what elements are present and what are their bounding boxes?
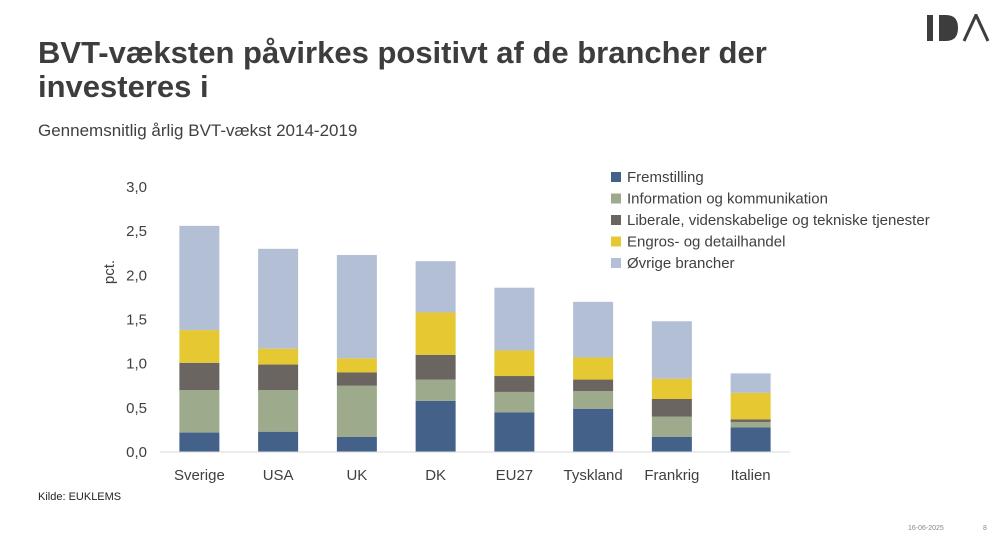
legend-swatch: [611, 172, 621, 182]
x-tick-label: DK: [425, 467, 446, 484]
x-tick-label: Italien: [731, 467, 771, 484]
bar-segment-uk-series-1: [336, 385, 377, 437]
y-axis-label: pct.: [101, 260, 118, 284]
legend-label: Information og kommunikation: [627, 191, 828, 208]
bar-segment-italien-series-2: [730, 419, 771, 422]
x-tick-label: Sverige: [174, 467, 225, 484]
y-tick-label: 3,0: [126, 179, 147, 196]
bar-segment-sverige-series-0: [179, 432, 220, 452]
bar-segment-tyskland-series-1: [573, 391, 614, 409]
y-tick-label: 0,5: [126, 400, 147, 417]
x-tick-label: EU27: [496, 467, 534, 484]
y-tick-label: 2,5: [126, 223, 147, 240]
x-ticks: Sverige USA UK DK EU27 Tyskland Frankrig Italie…: [174, 467, 771, 484]
bar-segment-sverige-series-4: [179, 225, 220, 331]
bar-segment-dk-series-1: [415, 379, 456, 401]
x-tick-label: Frankrig: [644, 467, 699, 484]
bar-segment-dk-series-4: [415, 261, 456, 313]
bar-segment-dk-series-0: [415, 400, 456, 452]
bar-segment-italien-series-0: [730, 427, 771, 452]
source-note: Kilde: EUKLEMS: [38, 491, 122, 503]
bar-segment-uk-series-4: [336, 255, 377, 359]
chart-subtitle: Gennemsnitlig årlig BVT-vækst 2014-2019: [38, 121, 358, 140]
bar-segment-frankrig-series-1: [651, 416, 692, 437]
bar-segment-tyskland-series-4: [573, 301, 614, 358]
legend-label: Øvrige brancher: [627, 255, 735, 272]
bar-segment-dk-series-3: [415, 312, 456, 355]
bar-segment-sverige-series-1: [179, 390, 220, 433]
bar-segment-italien-series-1: [730, 421, 771, 428]
bar-segment-eu27-series-2: [494, 376, 535, 392]
bar-segment-eu27-series-4: [494, 287, 535, 351]
bars-layer: [179, 225, 771, 452]
legend-label: Liberale, videnskabelige og tekniske tje…: [627, 212, 930, 229]
bar-segment-uk-series-0: [336, 436, 377, 452]
bar-segment-usa-series-0: [258, 431, 299, 452]
legend-swatch: [611, 258, 621, 268]
bar-segment-usa-series-2: [258, 364, 299, 391]
bar-segment-uk-series-3: [336, 358, 377, 373]
page-number: 8: [983, 525, 987, 532]
y-ticks: 0,0 0,5 1,0 1,5 2,0 2,5 3,0: [126, 179, 147, 461]
slide-title: BVT-væksten påvirkes positivt af de bran…: [38, 35, 767, 104]
bar-segment-eu27-series-3: [494, 350, 535, 377]
x-tick-label: USA: [263, 467, 294, 484]
bar-segment-frankrig-series-2: [651, 399, 692, 417]
legend-swatch: [611, 215, 621, 225]
bar-segment-italien-series-4: [730, 373, 771, 393]
legend-label: Fremstilling: [627, 169, 704, 186]
bar-segment-uk-series-2: [336, 372, 377, 386]
bar-segment-italien-series-3: [730, 392, 771, 420]
legend-swatch: [611, 236, 621, 247]
legend-label: Engros- og detailhandel: [627, 234, 785, 251]
bar-segment-tyskland-series-3: [573, 357, 614, 380]
bar-segment-usa-series-1: [258, 390, 299, 432]
bar-segment-eu27-series-1: [494, 391, 535, 413]
bar-segment-tyskland-series-2: [573, 379, 614, 392]
bar-segment-sverige-series-2: [179, 362, 220, 391]
bar-segment-frankrig-series-3: [651, 378, 692, 399]
x-tick-label: Tyskland: [564, 467, 623, 484]
y-tick-label: 1,0: [126, 356, 147, 373]
bar-segment-eu27-series-0: [494, 412, 535, 452]
legend-swatch: [611, 193, 621, 204]
bar-segment-usa-series-3: [258, 348, 299, 365]
ida-logo: [927, 14, 990, 42]
y-tick-label: 2,0: [126, 267, 147, 284]
legend: Fremstilling Information og kommunikation…: [611, 169, 930, 272]
bar-segment-sverige-series-3: [179, 330, 220, 363]
bar-segment-frankrig-series-0: [651, 436, 692, 452]
bar-segment-tyskland-series-0: [573, 408, 614, 452]
bar-segment-usa-series-4: [258, 248, 299, 349]
y-tick-label: 1,5: [126, 312, 147, 329]
bar-segment-frankrig-series-4: [651, 321, 692, 379]
slide-date: 16-06-2025: [908, 525, 944, 532]
x-tick-label: UK: [346, 467, 367, 484]
bar-segment-dk-series-2: [415, 354, 456, 380]
y-tick-label: 0,0: [126, 444, 147, 461]
